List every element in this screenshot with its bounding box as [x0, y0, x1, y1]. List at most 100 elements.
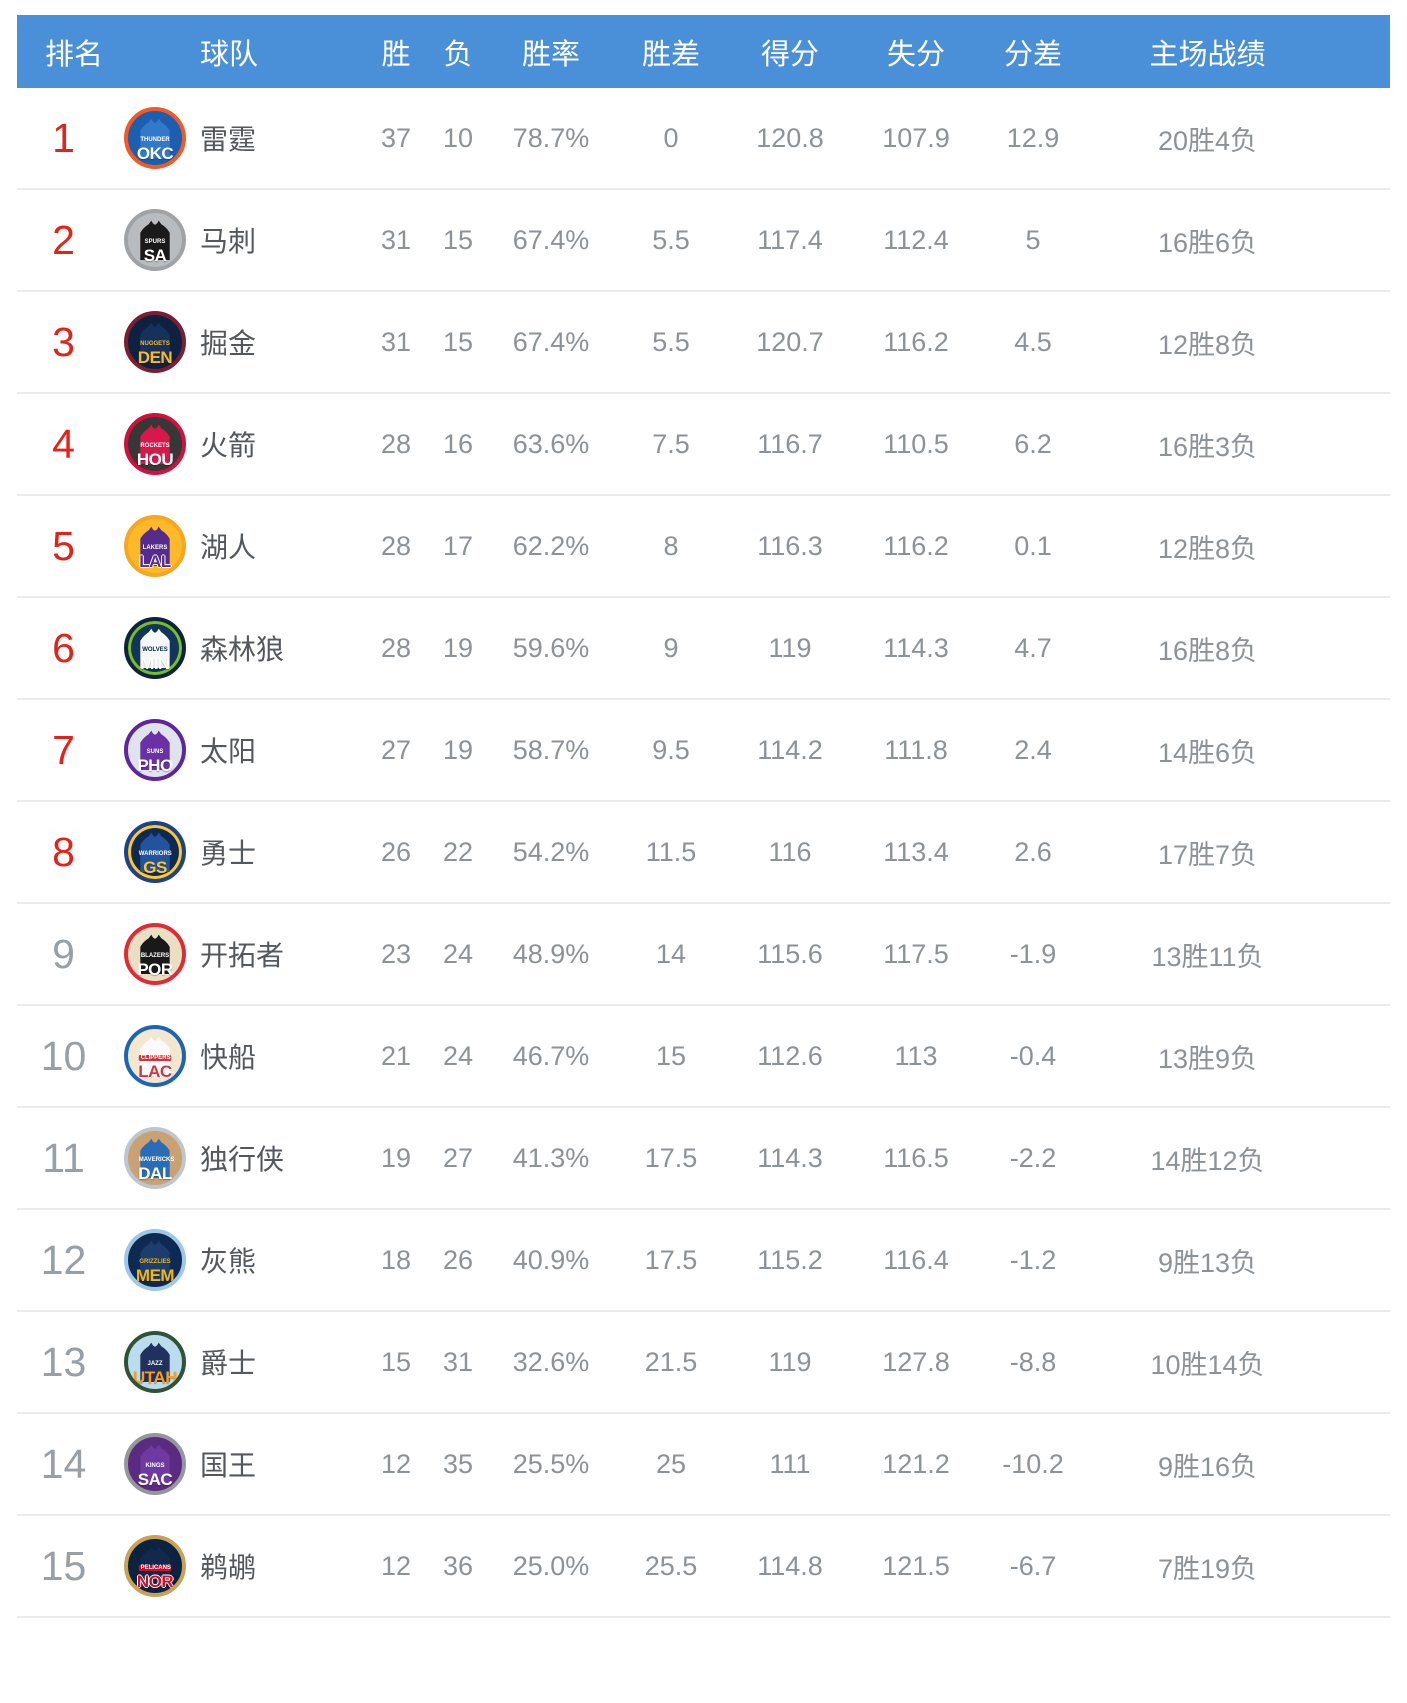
- home-record-cell: 12胜8负: [1157, 329, 1258, 360]
- team-name[interactable]: 爵士: [200, 1348, 257, 1379]
- table-row: 13 JAZZ UTAH 爵士 15 31 32.6% 21.5 119 127…: [17, 1312, 1390, 1414]
- team-logo-abbr: SA: [143, 246, 167, 265]
- jersey-icon: [140, 628, 170, 668]
- col-header-losses: 负: [443, 38, 473, 71]
- point-diff-cell: 4.5: [1014, 326, 1052, 357]
- points-for-cell: 114.3: [757, 1142, 823, 1173]
- team-logo-badge: KINGS SAC: [124, 1433, 186, 1495]
- team-logo-label: GRIZZLIES: [139, 1258, 171, 1265]
- rank-cell: 2: [52, 216, 75, 263]
- team-logo[interactable]: SPURS SA: [110, 209, 200, 271]
- team-logo[interactable]: MAVERICKS DAL: [110, 1127, 200, 1189]
- points-against-cell: 112.4: [883, 224, 949, 255]
- table-row: 14 KINGS SAC 国王 12 35 25.5% 25 111 121.2…: [17, 1414, 1390, 1516]
- team-logo[interactable]: WOLVES MIN: [110, 617, 200, 679]
- team-name[interactable]: 灰熊: [200, 1246, 257, 1277]
- team-logo[interactable]: LAKERS LAL: [110, 515, 200, 577]
- team-logo[interactable]: SUNS PHO: [110, 719, 200, 781]
- team-name[interactable]: 掘金: [200, 328, 257, 359]
- home-record-cell: 16胜6负: [1157, 227, 1258, 258]
- team-logo[interactable]: WARRIORS GS: [110, 821, 200, 883]
- team-name[interactable]: 国王: [200, 1450, 257, 1481]
- team-logo-badge: SPURS SA: [124, 209, 186, 271]
- games-behind-cell: 17.5: [644, 1244, 698, 1275]
- team-name[interactable]: 太阳: [200, 736, 257, 767]
- team-logo-label: LAKERS: [142, 544, 168, 551]
- team-logo[interactable]: THUNDER OKC: [110, 107, 200, 169]
- team-name[interactable]: 独行侠: [200, 1144, 285, 1175]
- col-header-point-diff: 分差: [1003, 38, 1062, 71]
- win-pct-cell: 59.6%: [512, 632, 590, 663]
- wins-cell: 28: [380, 632, 412, 663]
- points-for-cell: 119: [768, 632, 812, 663]
- team-logo[interactable]: KINGS SAC: [110, 1433, 200, 1495]
- team-logo-label: JAZZ: [147, 1360, 163, 1367]
- team-logo-label: MAVERICKS: [138, 1156, 175, 1163]
- team-name[interactable]: 森林狼: [200, 634, 285, 665]
- wins-cell: 12: [380, 1550, 412, 1581]
- team-logo[interactable]: JAZZ UTAH: [110, 1331, 200, 1393]
- point-diff-cell: 0.1: [1014, 530, 1052, 561]
- team-logo-badge: CLIPPERS LAC: [124, 1025, 186, 1087]
- team-name[interactable]: 勇士: [200, 838, 257, 869]
- point-diff-cell: -10.2: [1002, 1448, 1064, 1479]
- team-name[interactable]: 马刺: [200, 226, 257, 257]
- win-pct-cell: 58.7%: [512, 734, 590, 765]
- games-behind-cell: 5.5: [652, 326, 690, 357]
- team-logo[interactable]: BLAZERS POR: [110, 923, 200, 985]
- team-logo-abbr: MEM: [135, 1266, 175, 1285]
- games-behind-cell: 11.5: [645, 836, 697, 867]
- points-for-cell: 116.3: [757, 530, 823, 561]
- team-name[interactable]: 鹈鹕: [200, 1552, 257, 1583]
- wins-cell: 23: [380, 938, 412, 969]
- points-against-cell: 116.2: [883, 530, 949, 561]
- team-logo-label: WARRIORS: [138, 850, 172, 857]
- team-logo-abbr: POR: [137, 960, 173, 979]
- jersey-icon: [140, 832, 170, 872]
- home-record-cell: 7胜19负: [1157, 1553, 1258, 1584]
- losses-cell: 24: [442, 938, 474, 969]
- jersey-icon: [140, 934, 170, 974]
- wins-cell: 19: [380, 1142, 412, 1173]
- points-against-cell: 121.2: [882, 1448, 950, 1479]
- games-behind-cell: 17.5: [644, 1142, 698, 1173]
- team-logo[interactable]: NUGGETS DEN: [110, 311, 200, 373]
- team-logo-badge: THUNDER OKC: [124, 107, 186, 169]
- games-behind-cell: 0: [663, 122, 679, 153]
- points-against-cell: 116.2: [883, 326, 949, 357]
- team-logo-badge: SUNS PHO: [124, 719, 186, 781]
- team-logo[interactable]: ROCKETS HOU: [110, 413, 200, 475]
- team-name[interactable]: 雷霆: [200, 124, 257, 155]
- home-record-cell: 14胜12负: [1150, 1145, 1265, 1176]
- home-record-cell: 12胜8负: [1157, 533, 1258, 564]
- losses-cell: 27: [442, 1142, 474, 1173]
- jersey-icon: [140, 526, 170, 566]
- team-logo-label: THUNDER: [140, 136, 170, 143]
- win-pct-cell: 62.2%: [512, 530, 590, 561]
- team-name[interactable]: 火箭: [200, 430, 257, 461]
- col-header-team: 球队: [200, 38, 259, 71]
- team-logo[interactable]: GRIZZLIES MEM: [110, 1229, 200, 1291]
- rank-cell: 15: [40, 1542, 87, 1589]
- games-behind-cell: 14: [655, 938, 687, 969]
- games-behind-cell: 8: [663, 530, 679, 561]
- win-pct-cell: 54.2%: [512, 836, 590, 867]
- losses-cell: 19: [442, 632, 474, 663]
- team-name[interactable]: 湖人: [200, 532, 257, 563]
- team-logo[interactable]: CLIPPERS LAC: [110, 1025, 200, 1087]
- points-for-cell: 115.6: [757, 938, 823, 969]
- point-diff-cell: -6.7: [1009, 1550, 1057, 1581]
- points-against-cell: 111.8: [884, 734, 948, 765]
- table-body: 1 THUNDER OKC 雷霆 37 10 78.7% 0 120.8 107…: [17, 88, 1390, 1618]
- col-header-games-behind: 胜差: [641, 38, 700, 71]
- points-against-cell: 116.4: [883, 1244, 949, 1275]
- team-logo[interactable]: PELICANS NOR: [110, 1535, 200, 1597]
- team-name[interactable]: 开拓者: [200, 940, 285, 971]
- team-name[interactable]: 快船: [200, 1042, 257, 1073]
- losses-cell: 19: [442, 734, 474, 765]
- losses-cell: 24: [442, 1040, 474, 1071]
- points-for-cell: 120.7: [756, 326, 824, 357]
- team-logo-badge: JAZZ UTAH: [124, 1331, 186, 1393]
- win-pct-cell: 41.3%: [512, 1142, 590, 1173]
- wins-cell: 31: [380, 224, 412, 255]
